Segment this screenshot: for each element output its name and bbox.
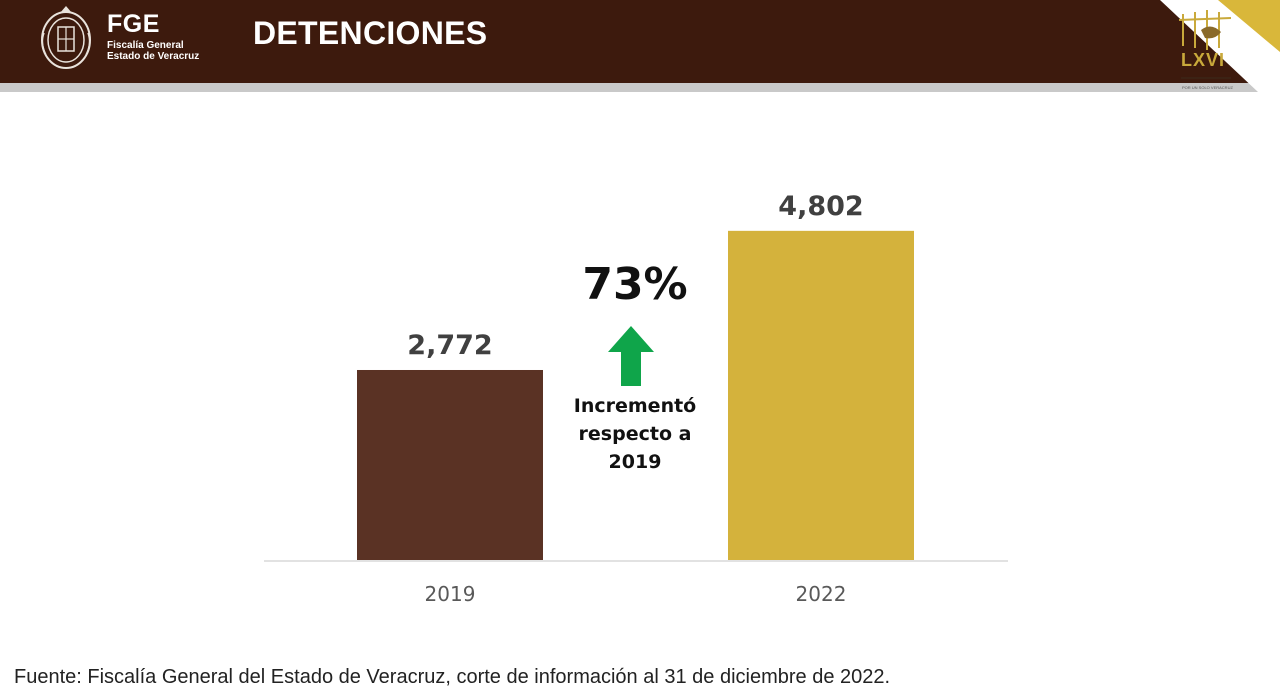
state-seal-icon bbox=[41, 6, 91, 69]
bar-2022 bbox=[728, 230, 914, 560]
increase-note-line3: 2019 bbox=[608, 451, 662, 473]
increase-note: Incrementó respecto a 2019 bbox=[560, 392, 710, 476]
org-name-line2: Estado de Veracruz bbox=[107, 51, 200, 62]
page-title: DETENCIONES bbox=[253, 15, 488, 51]
value-label-2022: 4,802 bbox=[778, 191, 863, 222]
category-label-2019: 2019 bbox=[425, 582, 476, 606]
value-label-2019: 2,772 bbox=[407, 330, 492, 361]
org-name-line1: Fiscalía General bbox=[107, 40, 184, 51]
org-short-name: FGE bbox=[107, 10, 160, 38]
header-bar bbox=[0, 0, 1280, 83]
bar-2019 bbox=[357, 369, 543, 560]
source-note: Fuente: Fiscalía General del Estado de V… bbox=[14, 666, 891, 688]
increase-note-line1: Incrementó bbox=[573, 395, 697, 417]
header-underline bbox=[0, 83, 1280, 92]
category-label-2022: 2022 bbox=[796, 582, 847, 606]
lxvi-logo-text: LXVI bbox=[1181, 50, 1226, 70]
up-arrow-icon bbox=[608, 326, 654, 386]
increase-percent: 73% bbox=[582, 259, 688, 310]
increase-note-line2: respecto a bbox=[578, 423, 692, 445]
lxvi-logo-motto: POR UN SOLO VERACRUZ bbox=[1182, 85, 1233, 90]
lxvi-legislature-logo-icon bbox=[1178, 10, 1232, 79]
